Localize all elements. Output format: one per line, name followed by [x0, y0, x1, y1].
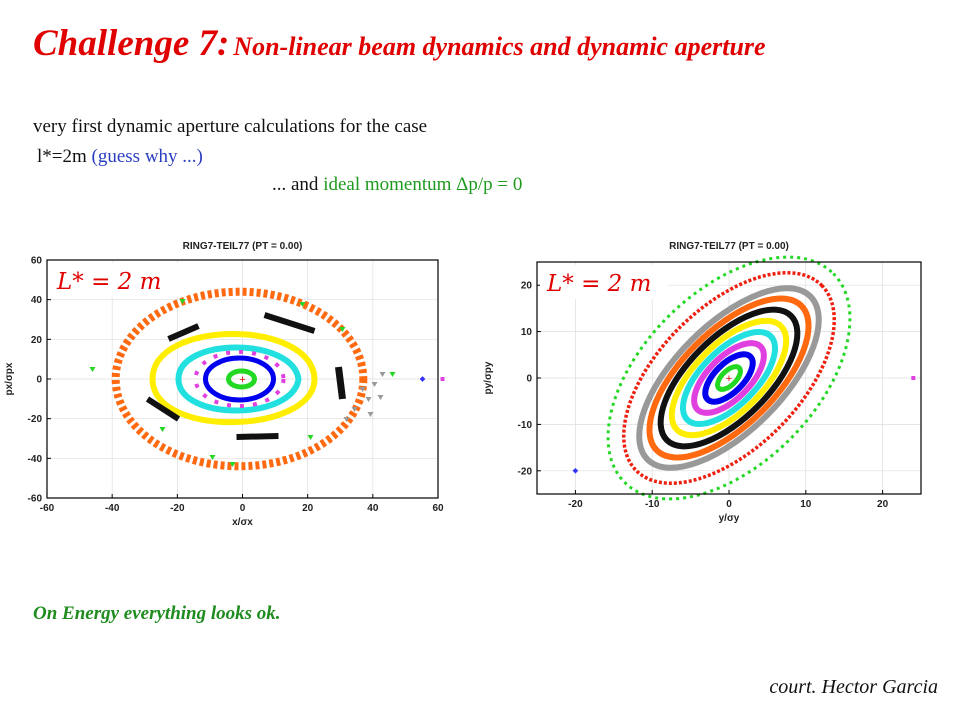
x-tick-label-y: -40 — [28, 454, 43, 465]
x-marker-blue — [419, 376, 426, 382]
x-tick-label-x: -20 — [170, 503, 185, 514]
phase-space-plot-x: RING7-TEIL77 (PT = 0.00) -60 -40 -20 0 20 40 60… — [0, 236, 458, 542]
y-tick-label-x: -10 — [645, 499, 660, 510]
x-orbit-magenta — [193, 350, 286, 408]
y-title: RING7-TEIL77 (PT = 0.00) — [669, 241, 789, 252]
slide-title: Challenge 7: Non-linear beam dynamics an… — [33, 22, 766, 65]
x-tick-label-x: 40 — [367, 503, 379, 514]
x-tick-label-x: 20 — [302, 503, 314, 514]
x-orbit-cyan — [175, 344, 302, 414]
x-tick-label-x: 0 — [240, 503, 246, 514]
x-scatter-green — [229, 462, 236, 467]
x-scatter-green — [89, 367, 96, 372]
x-orbit-green — [226, 368, 257, 390]
x-annotation-box — [50, 263, 178, 297]
y-tick-label-y: 10 — [521, 327, 533, 338]
x-island-black — [167, 323, 200, 342]
x-scatter-green — [389, 372, 396, 377]
title-sub: Non-linear beam dynamics and dynamic ape… — [233, 32, 766, 61]
credit-text: court. Hector Garcia — [769, 676, 938, 698]
x-scatter-gray — [367, 412, 374, 417]
x-title: RING7-TEIL77 (PT = 0.00) — [183, 241, 303, 252]
y-origin-marker: + — [726, 373, 732, 385]
text-line-1: very first dynamic aperture calculations… — [33, 116, 428, 137]
x-scatter-gray — [343, 417, 350, 422]
x-scatter-gray — [365, 397, 372, 402]
x-scatter-green — [159, 427, 166, 432]
y-tick-label-y: -20 — [518, 466, 533, 477]
x-island-black — [145, 396, 181, 422]
y-orbit-black — [657, 306, 801, 450]
y-ylabel: py/σpy — [483, 361, 494, 394]
y-orbit-red — [622, 271, 836, 485]
x-orbit-yellow — [149, 331, 318, 426]
x-scatter-green — [209, 455, 216, 460]
conclusion-text: On Energy everything looks ok. — [33, 603, 281, 624]
momentum-note: ideal momentum Δp/p = 0 — [323, 174, 523, 195]
y-marker-magenta — [911, 376, 916, 380]
x-tick-label-y: 40 — [31, 295, 43, 306]
x-tick-label-y: -60 — [28, 494, 43, 505]
x-tick-label-x: -40 — [105, 503, 120, 514]
x-tick-label-y: 0 — [36, 375, 42, 386]
x-island-black — [236, 433, 279, 440]
y-tick-label-y: 20 — [521, 281, 533, 292]
y-orbit-magenta — [691, 340, 767, 416]
x-scatter-green — [307, 435, 314, 440]
x-scatter-green — [339, 327, 346, 332]
x-tick-label-y: 60 — [31, 256, 43, 267]
y-tick-label-x: 10 — [800, 499, 812, 510]
y-xlabel: y/σy — [719, 513, 740, 524]
y-tick-label-y: 0 — [526, 374, 532, 385]
title-main: Challenge 7: — [33, 23, 230, 64]
x-scatter-gray — [379, 372, 386, 377]
x-island-black — [263, 312, 316, 334]
y-frame — [536, 261, 922, 495]
x-tick-label-x: 60 — [432, 503, 444, 514]
guess-note: (guess why ...) — [91, 146, 203, 167]
x-island-black — [335, 366, 346, 400]
text-line-2: l*=2m (guess why ...) — [37, 146, 203, 168]
text-line-3: ... and ideal momentum Δp/p = 0 — [272, 174, 522, 196]
x-orbit-orange — [111, 287, 368, 471]
y-orbit-core — [715, 364, 743, 392]
y-annotation: L* = 2 m — [546, 271, 651, 297]
y-orbit-green — [606, 255, 852, 501]
y-tick-label-x: -20 — [568, 499, 583, 510]
x-xlabel: x/σx — [232, 517, 253, 528]
x-tick-label-y: -20 — [28, 414, 43, 425]
and-text: ... and — [272, 174, 319, 195]
x-frame — [46, 259, 439, 499]
x-tick-label-y: 20 — [31, 335, 43, 346]
y-tick-label-y: -10 — [518, 420, 533, 431]
x-scatter-gray — [359, 387, 366, 392]
lstar-text: l*=2m — [37, 146, 87, 167]
y-tick-label-x: 0 — [726, 499, 732, 510]
y-tick-label-x: 20 — [877, 499, 889, 510]
y-orbit-cyan — [679, 328, 779, 428]
x-scatter-gray — [371, 382, 378, 387]
x-scatter-gray — [351, 407, 358, 412]
y-orbit-gray — [636, 285, 822, 471]
phase-space-plot-y: RING7-TEIL77 (PT = 0.00) -20 -10 0 10 20 -20 -1… — [475, 236, 932, 541]
x-marker-magenta — [440, 377, 445, 381]
y-annotation-box — [540, 265, 668, 299]
x-origin-marker: + — [239, 374, 245, 386]
y-orbit-orange — [646, 295, 812, 461]
y-orbit-blue — [702, 351, 756, 405]
y-orbit-yellow — [668, 317, 790, 439]
x-scatter-green — [179, 299, 186, 304]
x-scatter-green — [299, 302, 306, 307]
x-annotation: L* = 2 m — [56, 269, 161, 295]
x-tick-label-x: -60 — [40, 503, 55, 514]
x-orbit-blue — [203, 355, 276, 403]
x-scatter-gray — [377, 395, 384, 400]
y-marker-blue — [572, 467, 579, 474]
x-ylabel: px/σpx — [4, 362, 15, 395]
